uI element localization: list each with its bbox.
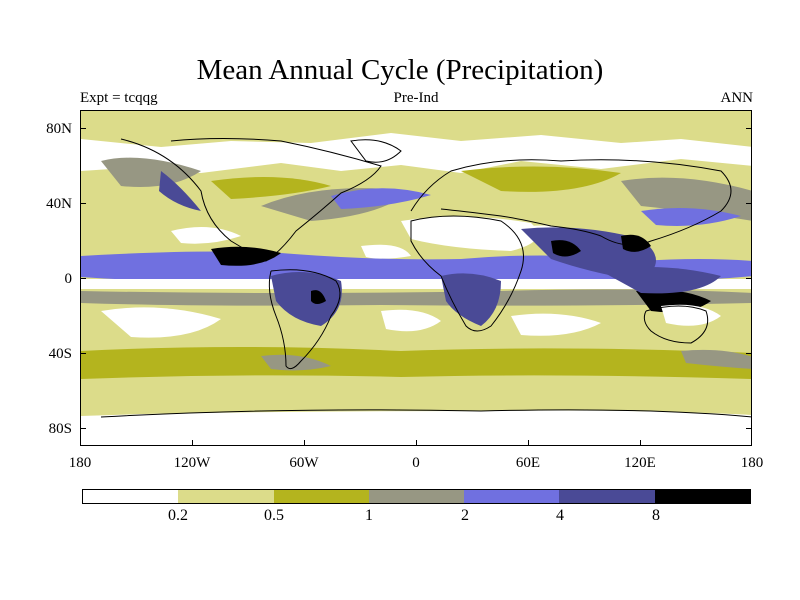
y-tick-0 bbox=[80, 278, 86, 279]
colorbar-swatch-5 bbox=[464, 490, 560, 503]
colorbar-label-0-2: 0.2 bbox=[168, 507, 188, 524]
x-label-180-right: 180 bbox=[740, 455, 764, 471]
y-label-40n: 40N bbox=[46, 196, 72, 212]
high-latitude-dry bbox=[81, 133, 751, 173]
x-label-120e: 120E bbox=[624, 455, 656, 471]
south-pacific-track bbox=[681, 349, 751, 369]
y-label-40s: 40S bbox=[48, 346, 72, 362]
antarctica-dry bbox=[81, 407, 751, 445]
colorbar-swatch-6 bbox=[559, 490, 655, 503]
y-tick-80n bbox=[80, 128, 86, 129]
x-tick-60e bbox=[528, 440, 529, 446]
scenario-label: Pre-Ind bbox=[393, 90, 439, 106]
se-pacific-dry bbox=[101, 307, 221, 338]
congo-wet bbox=[441, 273, 501, 326]
x-label-180-left: 180 bbox=[68, 455, 92, 471]
x-label-60w: 60W bbox=[289, 455, 319, 471]
north-america-interior bbox=[211, 177, 331, 199]
ne-pacific-dry bbox=[171, 227, 241, 244]
coastlines bbox=[100, 138, 751, 418]
colorbar-swatch-3 bbox=[273, 490, 369, 503]
east-pacific-itcz-max bbox=[211, 246, 281, 266]
y-label-80s: 80S bbox=[48, 421, 72, 437]
nw-america-coast-wet bbox=[159, 171, 201, 211]
southern-ocean-storm-track bbox=[81, 347, 751, 379]
colorbar-swatch-1 bbox=[83, 490, 179, 503]
south-indian-dry bbox=[511, 313, 601, 336]
figure-title: Mean Annual Cycle (Precipitation) bbox=[196, 54, 604, 86]
north-america-coast bbox=[120, 138, 382, 262]
colorbar-label-2: 2 bbox=[461, 507, 469, 524]
colorbar-label-8: 8 bbox=[652, 507, 660, 524]
eurasia-interior bbox=[461, 166, 621, 192]
y-tick-right-0 bbox=[746, 278, 752, 279]
eurasia-coast bbox=[410, 159, 732, 246]
equatorial-cold-tongue bbox=[81, 279, 751, 289]
x-tick-60w bbox=[304, 440, 305, 446]
colorbar-swatch-7 bbox=[654, 490, 750, 503]
y-tick-80s bbox=[80, 428, 86, 429]
precipitation-map bbox=[80, 110, 752, 446]
nw-pacific-storm-track bbox=[621, 177, 751, 221]
y-label-80n: 80N bbox=[46, 121, 72, 137]
amazon-wet bbox=[271, 272, 342, 326]
x-label-0: 0 bbox=[412, 455, 420, 471]
colorbar bbox=[82, 489, 751, 504]
y-tick-right-40n bbox=[746, 203, 752, 204]
kuroshio-wet bbox=[641, 207, 741, 226]
x-label-120w: 120W bbox=[173, 455, 211, 471]
subtropical-atlantic-dry bbox=[361, 244, 411, 259]
experiment-label: Expt = tcqqg bbox=[80, 90, 158, 106]
south-america-tip-wet bbox=[261, 354, 331, 371]
sahara-dry bbox=[401, 216, 538, 251]
colorbar-label-0-5: 0.5 bbox=[264, 507, 284, 524]
colorbar-label-1: 1 bbox=[365, 507, 373, 524]
indochina-max bbox=[621, 234, 651, 252]
colorbar-swatch-4 bbox=[368, 490, 465, 503]
greenland-coast bbox=[350, 139, 402, 163]
amazon-max bbox=[311, 290, 326, 304]
antarctica-coast bbox=[100, 409, 751, 418]
x-tick-0 bbox=[416, 440, 417, 446]
australia-interior-dry bbox=[661, 304, 721, 326]
spcz-band bbox=[81, 289, 751, 306]
y-tick-40n bbox=[80, 203, 86, 204]
x-tick-120e bbox=[640, 440, 641, 446]
period-label: ANN bbox=[720, 90, 754, 106]
south-america-coast bbox=[268, 269, 341, 370]
australia-coast bbox=[643, 305, 709, 344]
gulf-stream-wet bbox=[331, 188, 431, 209]
bay-of-bengal-max bbox=[551, 240, 581, 257]
colorbar-swatch-2 bbox=[178, 490, 274, 503]
y-tick-right-80s bbox=[746, 428, 752, 429]
y-label-0: 0 bbox=[64, 271, 73, 287]
arctic-band bbox=[81, 111, 751, 136]
map-canvas bbox=[81, 111, 751, 445]
y-tick-right-80n bbox=[746, 128, 752, 129]
x-tick-120w bbox=[192, 440, 193, 446]
africa-coast bbox=[410, 215, 524, 332]
se-atlantic-dry bbox=[381, 309, 441, 332]
y-tick-40s bbox=[80, 353, 86, 354]
y-tick-right-40s bbox=[746, 353, 752, 354]
x-label-60e: 60E bbox=[515, 455, 541, 471]
warm-pool-wet bbox=[601, 267, 721, 294]
colorbar-label-4: 4 bbox=[556, 507, 564, 524]
